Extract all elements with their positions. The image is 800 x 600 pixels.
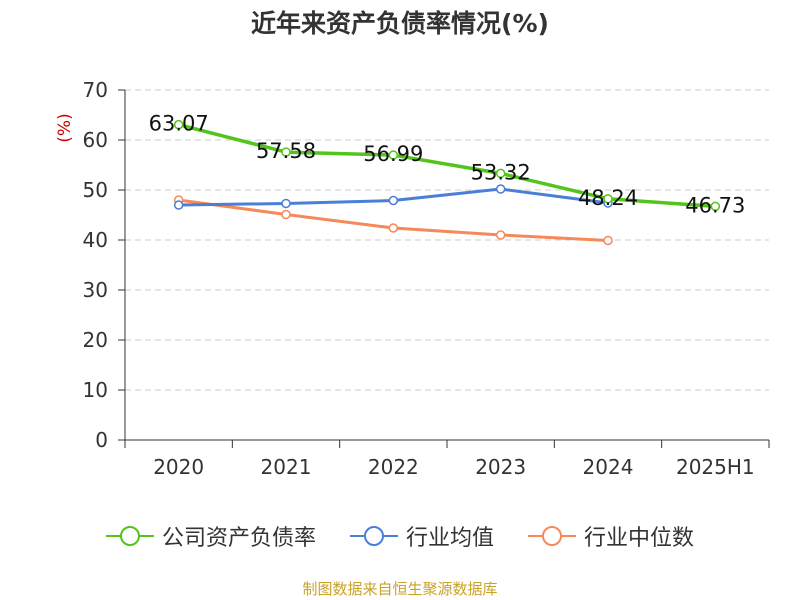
- data-point: [495, 168, 506, 179]
- axes: 0 10 20 30 40 50 60 70 2020 2021 2022 2023 2024 2025H…: [83, 78, 770, 479]
- data-point: [281, 209, 291, 220]
- data-point: [495, 184, 506, 194]
- data-labels: 63.07 57.58 56.99 53.32 48.24 46.73: [149, 112, 746, 218]
- legend-label: 行业中位数: [584, 526, 695, 551]
- legend-item-industry-median[interactable]: 行业中位数: [528, 520, 694, 552]
- y-tick-label: 70: [83, 78, 108, 102]
- legend-label: 行业均值: [405, 526, 494, 551]
- legend-item-industry-mean[interactable]: 行业均值: [349, 520, 494, 552]
- legend-item-company[interactable]: 公司资产负债率: [105, 520, 316, 552]
- x-tick-label: 2025H1: [676, 455, 755, 479]
- y-tick-label: 60: [83, 128, 108, 152]
- y-tick-label: 50: [83, 178, 108, 202]
- x-tick-label: 2021: [261, 455, 312, 479]
- data-label: 46.73: [685, 193, 745, 217]
- y-tick-label: 30: [83, 278, 108, 302]
- y-tick-label: 20: [83, 328, 108, 352]
- x-tick-label: 2022: [368, 455, 419, 479]
- series-line: [178, 198, 609, 242]
- data-point: [388, 223, 399, 233]
- chart-title: 近年来资产负债率情况(%): [251, 9, 549, 38]
- data-point: [388, 150, 399, 160]
- legend-label: 公司资产负债率: [161, 526, 316, 551]
- x-tick-label: 2024: [583, 455, 634, 479]
- data-label: 48.24: [578, 186, 638, 210]
- y-tick-label: 10: [83, 378, 108, 402]
- data-point: [603, 194, 613, 204]
- data-point: [495, 230, 506, 240]
- data-label: 63.07: [149, 112, 209, 136]
- data-point: [281, 147, 291, 157]
- legend-line-marker-icon: [105, 526, 154, 546]
- data-label: 57.58: [256, 139, 316, 163]
- gridlines: [125, 89, 769, 391]
- x-tick-label: 2023: [475, 455, 526, 479]
- y-tick-label: 40: [83, 228, 108, 252]
- x-tick-label: 2020: [153, 455, 204, 479]
- data-point: [603, 235, 613, 246]
- data-label: 56.99: [363, 142, 423, 166]
- data-point: [710, 201, 721, 212]
- legend-line-marker-icon: [349, 526, 398, 546]
- data-point: [173, 119, 184, 130]
- series-lines: [173, 119, 721, 246]
- y-tick-label: 0: [95, 428, 108, 452]
- series-line: [178, 122, 716, 209]
- y-axis-unit-label: (%): [55, 113, 75, 142]
- data-point: [388, 195, 399, 206]
- data-label: 53.32: [471, 160, 531, 184]
- legend: 公司资产负债率 行业均值 行业中位数: [0, 520, 800, 552]
- legend-line-marker-icon: [528, 526, 576, 546]
- data-point: [173, 200, 184, 210]
- data-point: [281, 198, 291, 209]
- source-note: 制图数据来自恒生聚源数据库: [302, 580, 498, 598]
